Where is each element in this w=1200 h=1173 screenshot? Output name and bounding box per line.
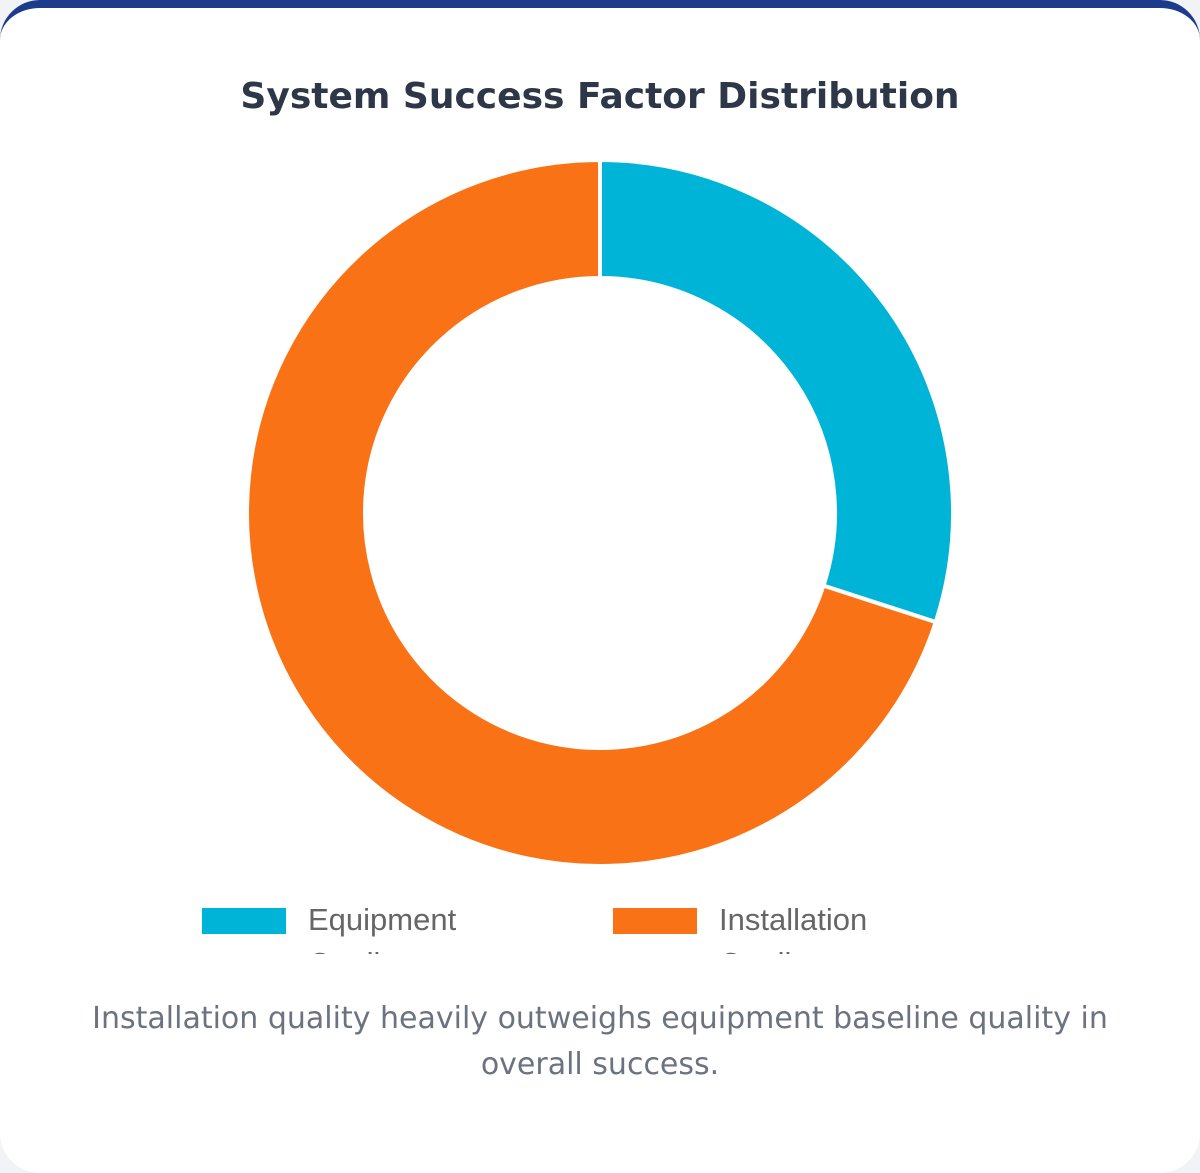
donut-slice-equipment-quality[interactable] bbox=[598, 157, 955, 625]
legend-label: Equipment Quality bbox=[308, 902, 457, 954]
legend: Equipment Quality Installation Quality bbox=[0, 898, 1200, 954]
legend-item-installation-quality[interactable]: Installation Quality bbox=[613, 898, 909, 954]
legend-swatch bbox=[202, 908, 286, 934]
chart-title: System Success Factor Distribution bbox=[240, 76, 960, 117]
donut-slice-installation-quality[interactable] bbox=[245, 157, 939, 868]
legend-label: Installation Quality bbox=[719, 902, 868, 954]
legend-swatch bbox=[613, 908, 697, 934]
legend-item-equipment-quality[interactable]: Equipment Quality bbox=[202, 898, 498, 954]
donut-chart bbox=[245, 157, 955, 868]
chart-caption: Installation quality heavily outweighs e… bbox=[92, 1001, 1108, 1082]
